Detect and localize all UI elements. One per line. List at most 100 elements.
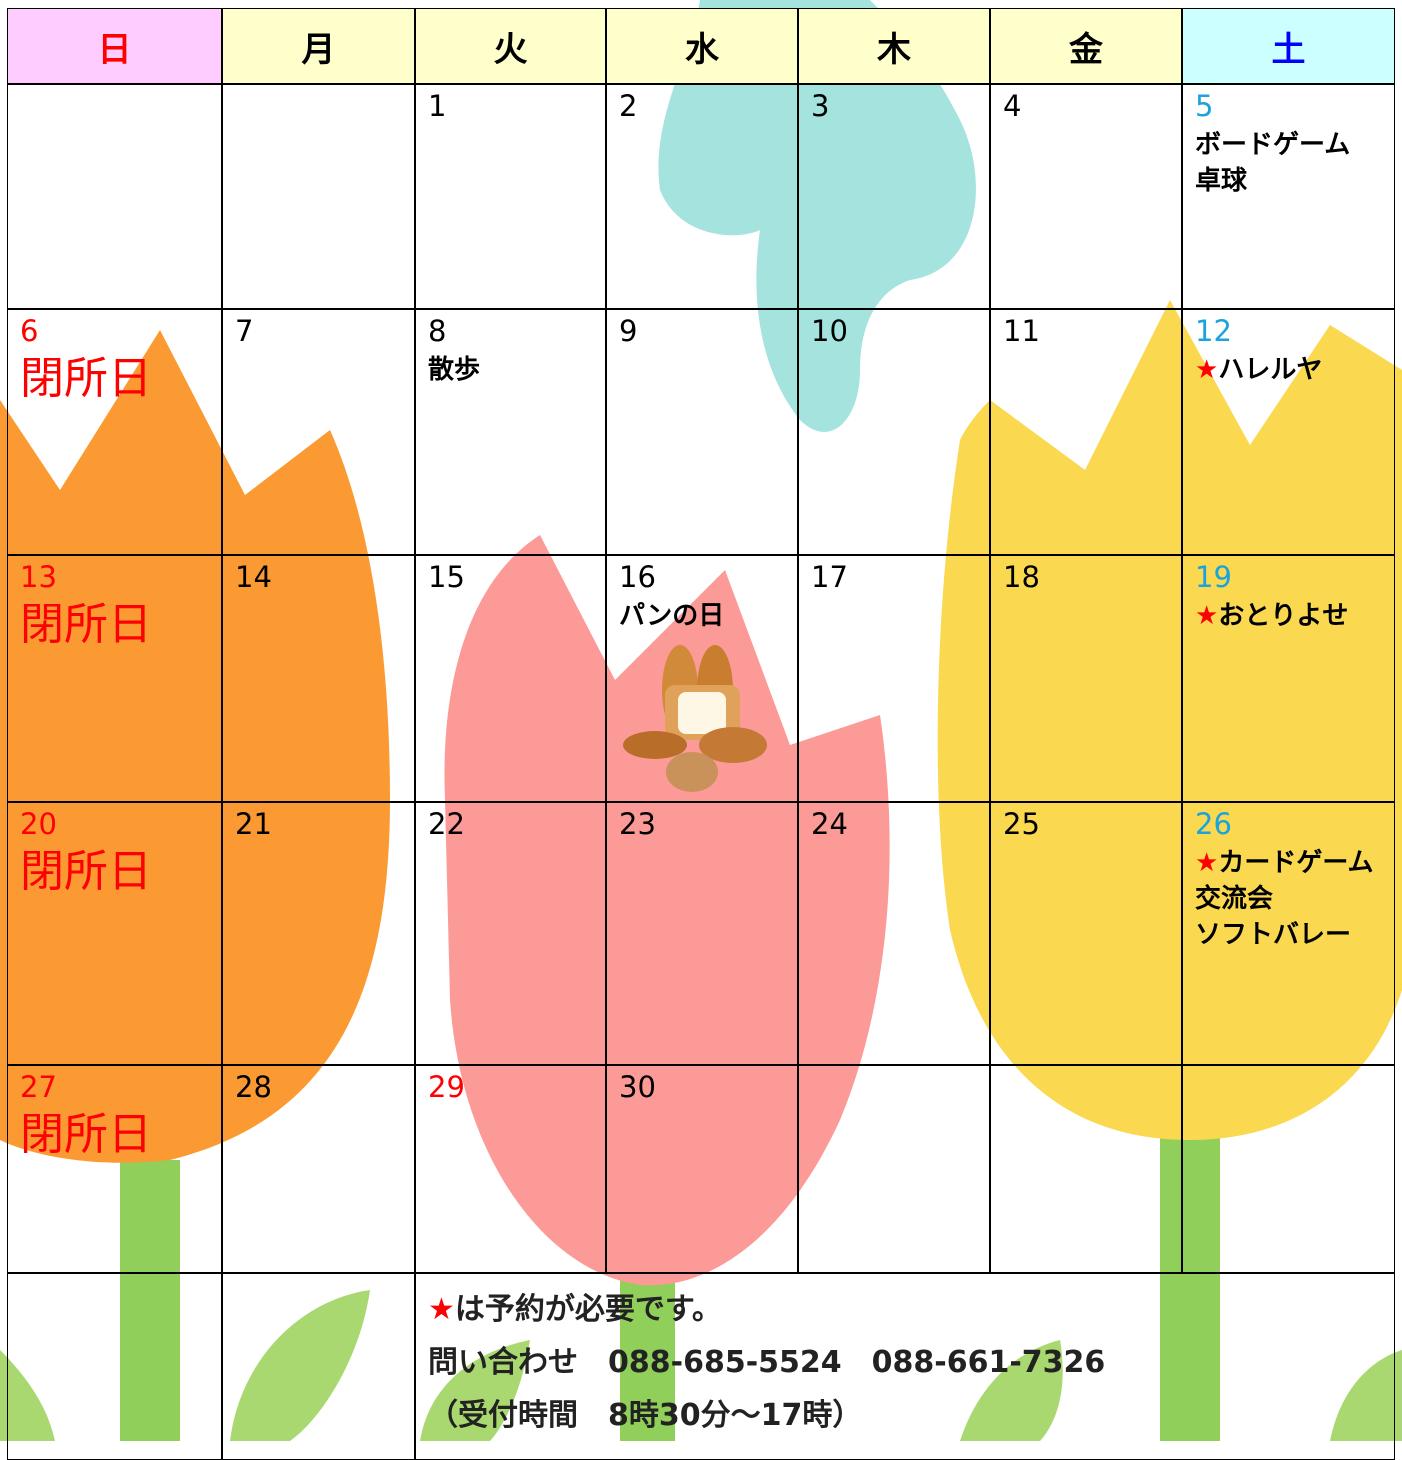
- event-text: 閉所日: [20, 846, 152, 897]
- day-cell: 11: [990, 309, 1182, 555]
- date-number: 5: [1195, 89, 1214, 123]
- event-list: 散歩: [428, 352, 599, 388]
- date-number: 6: [20, 314, 39, 348]
- date-number: 19: [1195, 560, 1232, 594]
- star-mark: ★: [1195, 848, 1219, 878]
- date-number: 7: [235, 314, 254, 348]
- event-text: 閉所日: [20, 353, 152, 404]
- day-cell: 6 閉所日: [7, 309, 222, 555]
- date-number: 13: [20, 560, 57, 594]
- event: 閉所日: [20, 1108, 215, 1162]
- day-header: 土: [1182, 8, 1395, 84]
- day-cell: 16 パンの日: [606, 555, 798, 802]
- date-number: 16: [619, 560, 656, 594]
- day-header: 木: [798, 8, 990, 84]
- date-number: 21: [235, 807, 272, 841]
- footer-note: ★は予約が必要です。: [428, 1284, 722, 1328]
- event: 卓球: [1195, 166, 1248, 196]
- event-list: ★カードゲーム交流会 ソフトバレー: [1195, 845, 1388, 953]
- date-number: 30: [619, 1070, 656, 1104]
- day-cell: 23: [606, 802, 798, 1065]
- event-text: ハレルヤ: [1218, 355, 1323, 385]
- event: 閉所日: [20, 352, 215, 406]
- event-list: ボードゲーム 卓球: [1195, 127, 1388, 199]
- date-number: 20: [20, 807, 57, 841]
- star-mark: ★: [428, 1292, 455, 1327]
- event: 閉所日: [20, 845, 215, 899]
- day-cell: 29: [415, 1065, 606, 1273]
- date-number: 10: [811, 314, 848, 348]
- date-number: 12: [1195, 314, 1232, 348]
- day-header: 火: [415, 8, 606, 84]
- footer-note: （受付時間 8時30分～17時）: [428, 1390, 862, 1434]
- date-number: 23: [619, 807, 656, 841]
- day-cell: 14: [222, 555, 415, 802]
- note-text: （受付時間 8時30分～17時）: [428, 1398, 863, 1433]
- event: 散歩: [428, 355, 481, 385]
- footer-note: 問い合わせ 088-685-5524 088-661-7326: [428, 1337, 1105, 1381]
- day-cell: 24: [798, 802, 990, 1065]
- date-number: 8: [428, 314, 447, 348]
- day-cell: 13 閉所日: [7, 555, 222, 802]
- footer-cell: [222, 1273, 415, 1460]
- day-cell: 25: [990, 802, 1182, 1065]
- day-cell: 21: [222, 802, 415, 1065]
- star-mark: ★: [1195, 355, 1219, 385]
- date-number: 24: [811, 807, 848, 841]
- day-cell: 2: [606, 84, 798, 309]
- day-cell: [1182, 1065, 1395, 1273]
- day-header: 日: [7, 8, 222, 84]
- event: パンの日: [619, 601, 725, 631]
- event-list: パンの日: [619, 598, 791, 634]
- day-header: 水: [606, 8, 798, 84]
- day-cell: 5 ボードゲーム 卓球: [1182, 84, 1395, 309]
- day-cell: 27 閉所日: [7, 1065, 222, 1273]
- day-cell: 4: [990, 84, 1182, 309]
- date-number: 22: [428, 807, 465, 841]
- day-cell: 19 ★おとりよせ: [1182, 555, 1395, 802]
- day-cell: 12 ★ハレルヤ: [1182, 309, 1395, 555]
- date-number: 29: [428, 1070, 465, 1104]
- date-number: 18: [1003, 560, 1040, 594]
- day-cell: 10: [798, 309, 990, 555]
- note-text: は予約が必要です。: [454, 1292, 722, 1327]
- date-number: 14: [235, 560, 272, 594]
- event: ★おとりよせ: [1195, 598, 1388, 634]
- star-mark: ★: [1195, 601, 1219, 631]
- date-number: 28: [235, 1070, 272, 1104]
- date-number: 1: [428, 89, 447, 123]
- event: ★カードゲーム交流会: [1195, 845, 1388, 917]
- footer-cell: [7, 1273, 222, 1460]
- day-cell: 9: [606, 309, 798, 555]
- day-cell: 26 ★カードゲーム交流会 ソフトバレー: [1182, 802, 1395, 1065]
- event-text: おとりよせ: [1218, 601, 1349, 631]
- day-cell: 30: [606, 1065, 798, 1273]
- event-text: 閉所日: [20, 599, 152, 650]
- event-text: 閉所日: [20, 1109, 152, 1160]
- date-number: 25: [1003, 807, 1040, 841]
- event: 閉所日: [20, 598, 215, 652]
- date-number: 26: [1195, 807, 1232, 841]
- event-list: ★ハレルヤ: [1195, 352, 1388, 388]
- date-number: 2: [619, 89, 638, 123]
- day-cell: [798, 1065, 990, 1273]
- day-cell: 18: [990, 555, 1182, 802]
- event-list: 閉所日: [20, 845, 215, 899]
- day-cell: 8 散歩: [415, 309, 606, 555]
- event: ボードゲーム: [1195, 130, 1351, 160]
- note-text: 問い合わせ 088-685-5524 088-661-7326: [428, 1345, 1106, 1380]
- day-header: 金: [990, 8, 1182, 84]
- day-cell: 7: [222, 309, 415, 555]
- event-text: カードゲーム交流会: [1195, 848, 1374, 914]
- event-list: ★おとりよせ: [1195, 598, 1388, 634]
- day-cell: [990, 1065, 1182, 1273]
- event-list: 閉所日: [20, 1108, 215, 1162]
- day-cell: 20 閉所日: [7, 802, 222, 1065]
- day-cell: 3: [798, 84, 990, 309]
- date-number: 4: [1003, 89, 1022, 123]
- day-cell: 15: [415, 555, 606, 802]
- day-header: 月: [222, 8, 415, 84]
